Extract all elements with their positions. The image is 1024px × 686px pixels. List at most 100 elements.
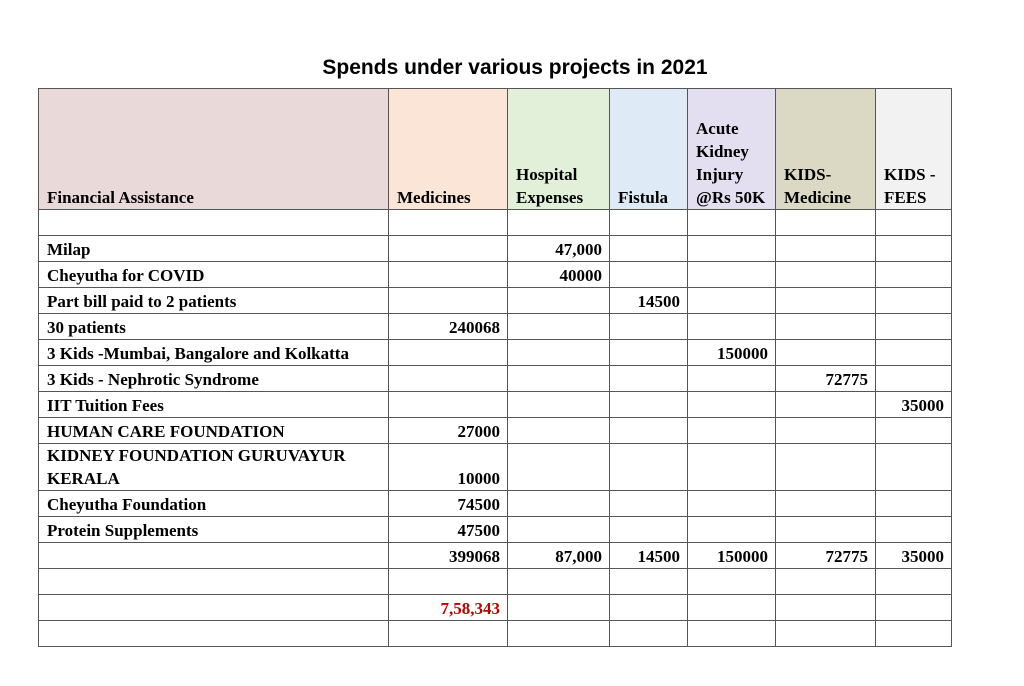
empty-cell	[507, 568, 610, 595]
table-row: 3 Kids - Nephrotic Syndrome 72775	[38, 365, 952, 392]
empty-cell	[687, 391, 776, 418]
empty-cell	[775, 620, 876, 647]
row-label: Cheyutha for COVID	[38, 261, 389, 288]
header-row: Financial Assistance Medicines Hospital Ex…	[38, 88, 952, 210]
row-label: HUMAN CARE FOUNDATION	[38, 417, 389, 444]
empty-cell	[875, 287, 952, 314]
empty-cell	[687, 568, 776, 595]
empty-cell	[388, 568, 508, 595]
empty-cell	[687, 516, 776, 543]
cell-value: 72775	[775, 365, 876, 392]
empty-cell	[687, 443, 776, 491]
cell-value: 10000	[388, 443, 508, 491]
empty-cell	[388, 391, 508, 418]
row-label: Milap	[38, 235, 389, 262]
empty-cell	[388, 620, 508, 647]
cell-value: 74500	[388, 490, 508, 517]
cell-value: 47500	[388, 516, 508, 543]
table-row: HUMAN CARE FOUNDATION 27000	[38, 417, 952, 444]
empty-cell	[775, 568, 876, 595]
empty-cell	[609, 339, 688, 366]
empty-cell	[875, 516, 952, 543]
row-label: Part bill paid to 2 patients	[38, 287, 389, 314]
table-row: 7,58,343	[38, 594, 952, 621]
empty-cell	[388, 365, 508, 392]
column-header: Medicines	[388, 88, 508, 210]
cell-value: 240068	[388, 313, 508, 340]
empty-cell	[507, 490, 610, 517]
empty-cell	[875, 339, 952, 366]
empty-cell	[507, 209, 610, 236]
cell-value: 150000	[687, 542, 776, 569]
cell-value: 399068	[388, 542, 508, 569]
row-label: IIT Tuition Fees	[38, 391, 389, 418]
empty-cell	[775, 516, 876, 543]
empty-cell	[687, 235, 776, 262]
empty-cell	[507, 443, 610, 491]
cell-value: 150000	[687, 339, 776, 366]
table-row: Part bill paid to 2 patients 14500	[38, 287, 952, 314]
empty-cell	[507, 516, 610, 543]
empty-cell	[507, 313, 610, 340]
table-row: Milap 47,000	[38, 235, 952, 262]
row-label	[38, 568, 389, 595]
empty-cell	[875, 417, 952, 444]
cell-value: 14500	[609, 542, 688, 569]
empty-cell	[609, 313, 688, 340]
column-header: Hospital Expenses	[507, 88, 610, 210]
empty-cell	[775, 594, 876, 621]
empty-cell	[775, 235, 876, 262]
table-row: 399068 87,000 14500 150000 72775 35000	[38, 542, 952, 569]
empty-cell	[875, 209, 952, 236]
title: Spends under various projects in 2021	[322, 56, 708, 79]
empty-cell	[775, 339, 876, 366]
empty-cell	[875, 594, 952, 621]
empty-cell	[609, 261, 688, 288]
table-row: Cheyutha for COVID 40000	[38, 261, 952, 288]
empty-cell	[507, 620, 610, 647]
table-row	[38, 568, 952, 595]
empty-cell	[609, 594, 688, 621]
row-label	[38, 209, 389, 236]
row-label	[38, 542, 389, 569]
empty-cell	[875, 443, 952, 491]
empty-cell	[775, 417, 876, 444]
empty-cell	[609, 235, 688, 262]
cell-value: 87,000	[507, 542, 610, 569]
row-label	[38, 620, 389, 647]
column-header: KIDS - FEES	[875, 88, 952, 210]
empty-cell	[775, 443, 876, 491]
empty-cell	[507, 339, 610, 366]
empty-cell	[775, 209, 876, 236]
empty-cell	[875, 235, 952, 262]
table-row: KIDNEY FOUNDATION GURUVAYUR KERALA 10000	[38, 443, 952, 491]
empty-cell	[875, 313, 952, 340]
empty-cell	[609, 209, 688, 236]
cell-value: 72775	[775, 542, 876, 569]
empty-cell	[687, 490, 776, 517]
empty-cell	[687, 365, 776, 392]
empty-cell	[609, 490, 688, 517]
empty-cell	[775, 391, 876, 418]
empty-cell	[609, 443, 688, 491]
empty-cell	[875, 261, 952, 288]
table-row	[38, 620, 952, 647]
empty-cell	[388, 209, 508, 236]
row-label: Cheyutha Foundation	[38, 490, 389, 517]
empty-cell	[687, 287, 776, 314]
empty-cell	[388, 261, 508, 288]
empty-cell	[388, 287, 508, 314]
empty-cell	[609, 516, 688, 543]
table-body: Milap 47,000 Cheyutha for COVID 40000 Part b…	[38, 209, 952, 647]
cell-value: 7,58,343	[388, 594, 508, 621]
empty-cell	[687, 209, 776, 236]
empty-cell	[775, 313, 876, 340]
row-label: Protein Supplements	[38, 516, 389, 543]
empty-cell	[609, 620, 688, 647]
empty-cell	[507, 365, 610, 392]
table-row: 3 Kids -Mumbai, Bangalore and Kolkatta 15…	[38, 339, 952, 366]
row-label	[38, 594, 389, 621]
empty-cell	[775, 261, 876, 288]
column-header: Financial Assistance	[38, 88, 389, 210]
empty-cell	[875, 568, 952, 595]
